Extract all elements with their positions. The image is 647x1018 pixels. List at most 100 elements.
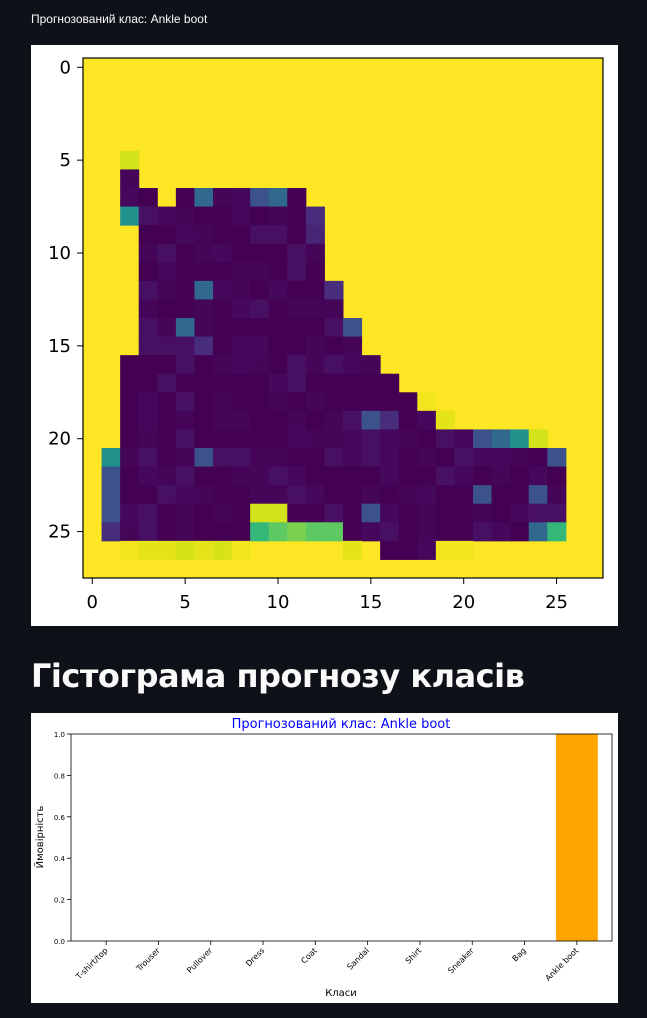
- image-pixel: [250, 355, 270, 375]
- image-x-tick-label: 5: [179, 592, 190, 613]
- image-pixel: [194, 355, 214, 375]
- image-pixel: [268, 522, 288, 542]
- image-pixel: [287, 243, 307, 263]
- image-pixel: [213, 429, 233, 449]
- image-pixel: [213, 336, 233, 356]
- image-pixel: [250, 429, 270, 449]
- image-pixel: [398, 503, 418, 523]
- image-pixel: [268, 299, 288, 319]
- image-pixel: [250, 410, 270, 430]
- image-pixel: [157, 318, 177, 338]
- image-pixel: [268, 373, 288, 393]
- image-pixel: [213, 355, 233, 375]
- image-pixel: [194, 206, 214, 226]
- image-pixel: [250, 373, 270, 393]
- image-pixel: [268, 318, 288, 338]
- image-pixel: [138, 336, 158, 356]
- image-pixel: [138, 225, 158, 245]
- image-pixel: [287, 206, 307, 226]
- image-pixel: [194, 318, 214, 338]
- image-pixel: [250, 522, 270, 542]
- image-pixel: [324, 503, 344, 523]
- image-y-tick-label: 0: [60, 57, 71, 78]
- image-x-tick-label: 25: [545, 592, 568, 613]
- image-pixel: [250, 206, 270, 226]
- image-pixel: [473, 522, 493, 542]
- image-pixel: [324, 373, 344, 393]
- image-pixel: [175, 225, 195, 245]
- image-x-tick-label: 10: [267, 592, 290, 613]
- image-pixel: [361, 429, 381, 449]
- bars-layer: [555, 734, 598, 941]
- prediction-caption: Прогнозований клас: Ankle boot: [31, 12, 208, 26]
- image-pixel: [398, 392, 418, 412]
- image-pixel: [231, 336, 251, 356]
- image-pixel: [231, 522, 251, 542]
- image-pixel: [510, 466, 530, 486]
- image-pixel: [101, 522, 121, 542]
- image-x-tick-label: 0: [87, 592, 98, 613]
- image-pixel: [175, 410, 195, 430]
- image-plot-frame: [82, 57, 604, 579]
- image-pixel: [213, 318, 233, 338]
- image-pixel: [361, 466, 381, 486]
- x-tick-label: Trouser: [134, 946, 162, 974]
- image-pixel: [324, 410, 344, 430]
- image-pixel: [324, 336, 344, 356]
- image-pixel: [268, 503, 288, 523]
- image-pixel: [324, 522, 344, 542]
- image-pixel: [268, 392, 288, 412]
- image-pixel: [491, 466, 511, 486]
- image-pixel: [491, 485, 511, 505]
- image-pixel: [120, 503, 140, 523]
- image-pixel: [157, 448, 177, 468]
- x-tick-label: Sandal: [345, 946, 371, 972]
- image-pixel: [398, 485, 418, 505]
- image-pixel: [305, 318, 325, 338]
- image-pixel: [435, 410, 455, 430]
- image-pixel: [491, 448, 511, 468]
- image-pixel: [343, 392, 363, 412]
- image-pixel: [250, 243, 270, 263]
- image-pixel: [231, 429, 251, 449]
- image-pixel: [157, 262, 177, 282]
- image-pixel: [138, 373, 158, 393]
- image-pixel: [361, 522, 381, 542]
- image-pixel: [157, 299, 177, 319]
- image-pixel: [268, 188, 288, 208]
- x-tick-label: Sneaker: [446, 946, 476, 976]
- image-pixel: [157, 410, 177, 430]
- image-pixel: [213, 243, 233, 263]
- image-pixel: [343, 318, 363, 338]
- image-y-tick-label: 10: [48, 243, 71, 264]
- image-pixel: [491, 503, 511, 523]
- image-pixel: [175, 485, 195, 505]
- image-pixel: [213, 466, 233, 486]
- image-pixel: [138, 522, 158, 542]
- image-pixel: [213, 225, 233, 245]
- image-pixel: [305, 503, 325, 523]
- image-pixel: [343, 355, 363, 375]
- image-pixel: [250, 392, 270, 412]
- image-pixel: [175, 188, 195, 208]
- image-pixel: [435, 540, 455, 560]
- image-pixel: [157, 206, 177, 226]
- image-pixel: [175, 243, 195, 263]
- image-pixel: [194, 299, 214, 319]
- image-pixel: [138, 448, 158, 468]
- image-pixel: [175, 503, 195, 523]
- image-pixel: [138, 262, 158, 282]
- image-pixel: [194, 392, 214, 412]
- image-pixel: [417, 410, 437, 430]
- image-pixel: [491, 429, 511, 449]
- x-tick-label: Bag: [511, 946, 528, 963]
- image-pixel: [231, 503, 251, 523]
- image-pixel: [343, 373, 363, 393]
- image-pixel: [138, 188, 158, 208]
- image-pixel: [194, 429, 214, 449]
- image-pixel: [175, 373, 195, 393]
- image-pixel: [231, 243, 251, 263]
- image-pixel: [213, 522, 233, 542]
- image-pixel: [101, 466, 121, 486]
- image-pixel: [287, 410, 307, 430]
